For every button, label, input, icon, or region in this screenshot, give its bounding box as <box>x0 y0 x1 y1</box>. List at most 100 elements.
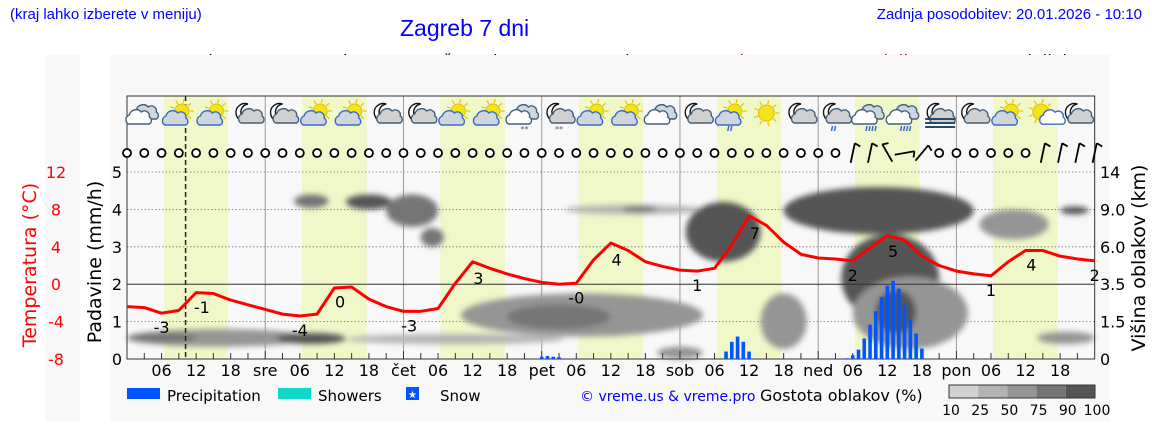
rain-drop-icon <box>902 125 906 132</box>
wind-calm-icon <box>467 148 478 158</box>
precip-bar <box>920 348 924 359</box>
cloud-icon <box>472 110 500 126</box>
cloud-height-tick-label: 0 <box>1100 350 1110 369</box>
sun-ray <box>772 118 777 122</box>
partly-sunny-icon <box>611 99 644 126</box>
cloud-icon <box>299 110 327 126</box>
wind-calm-icon <box>605 148 616 158</box>
x-tick-label: 12 <box>462 361 482 380</box>
moon-cloud-icon <box>235 102 265 124</box>
cloud-icon <box>438 110 466 126</box>
sun-ray <box>1016 115 1021 120</box>
cloud-icon <box>1067 108 1095 124</box>
x-tick-label: 12 <box>601 361 621 380</box>
precip-bar <box>885 285 890 359</box>
cloudy-icon <box>125 104 160 125</box>
cloud-icon <box>410 108 438 124</box>
sun-ray <box>1047 103 1052 107</box>
wind-calm-icon <box>294 148 305 158</box>
density-scale-frame <box>948 384 1096 399</box>
precip-bar <box>897 288 901 359</box>
moon-cloud-snow-icon: ** <box>546 102 576 134</box>
cloud-blob <box>507 304 611 330</box>
sun-ray <box>348 100 352 105</box>
wind-barb-icon <box>1091 142 1103 163</box>
cloud-icon <box>790 108 818 124</box>
density-scale-label: 10 <box>942 403 960 419</box>
rain-drop-icon <box>905 125 909 132</box>
cloud-blob <box>345 194 392 210</box>
wind-calm-icon <box>519 148 530 158</box>
cloud-density-title: Gostota oblakov (%) <box>760 386 923 405</box>
wind-calm-icon <box>398 148 409 158</box>
wind-barb-flag <box>912 151 916 158</box>
sun-icon <box>753 100 780 126</box>
cloud-icon <box>237 108 265 124</box>
sun-ray <box>1012 99 1015 104</box>
wind-calm-icon <box>415 148 426 158</box>
temperature-label: 5 <box>888 242 898 261</box>
wind-calm-icon <box>329 148 340 158</box>
temp-tick-label: -8 <box>48 350 64 369</box>
sun-ray <box>636 102 641 107</box>
cloud-blob <box>276 332 346 345</box>
sun-ray <box>187 102 192 107</box>
wind-calm-icon <box>657 148 668 158</box>
cloud-icon <box>576 110 604 126</box>
precip-bar <box>730 341 734 359</box>
wind-calm-icon <box>502 148 513 158</box>
wind-barb-shaft <box>1057 143 1064 163</box>
cloud-blob <box>622 206 657 213</box>
density-scale-label: 100 <box>1084 403 1111 419</box>
sun-ray <box>1028 114 1033 118</box>
wind-calm-icon <box>692 148 703 158</box>
precip-bar <box>902 304 907 359</box>
wind-barb-icon <box>867 142 879 163</box>
x-tick-label: ned <box>803 361 833 380</box>
sun-ray <box>602 115 607 120</box>
sun-ray <box>170 106 175 109</box>
sun-ray <box>217 99 220 104</box>
moon-cloud-icon <box>1064 102 1095 124</box>
sun-ray <box>498 115 503 120</box>
precip-bar <box>868 324 872 359</box>
rain-drop-icon <box>727 125 730 132</box>
wind-calm-icon <box>968 148 979 158</box>
wind-calm-icon <box>433 148 443 158</box>
cloud-blob <box>345 334 565 345</box>
snow-legend-label: Snow <box>440 387 480 405</box>
x-tick-label: sob <box>666 361 694 380</box>
partly-sunny-icon <box>576 99 609 126</box>
precip-bar <box>914 333 918 359</box>
wind-calm-icon <box>934 148 945 158</box>
density-scale-swatch <box>1036 385 1066 398</box>
sun-small-cloud-icon <box>1028 99 1066 125</box>
wind-barb-flag <box>1061 142 1069 148</box>
precip-bar <box>879 297 884 359</box>
density-scale-label: 50 <box>1000 403 1018 419</box>
wind-barb-flag <box>871 142 879 148</box>
wind-calm-icon <box>1003 148 1014 158</box>
daylight-band <box>163 96 229 359</box>
wind-barb-icon <box>881 142 894 163</box>
sun-ray <box>446 106 452 109</box>
wind-calm-icon <box>346 148 357 158</box>
sun-ray <box>636 115 641 120</box>
cloud-icon <box>1039 109 1066 125</box>
wind-calm-icon <box>243 148 253 158</box>
sun-ray <box>343 106 348 109</box>
cloud-icon <box>714 110 742 126</box>
x-tick-label: pet <box>529 361 555 380</box>
temperature-label: 1 <box>986 281 996 300</box>
x-tick-label: 18 <box>773 361 793 380</box>
precip-tick-label: 3 <box>112 238 122 257</box>
sun-ray <box>209 100 213 105</box>
wind-barb-flag <box>882 142 889 146</box>
x-tick-label: 12 <box>1015 361 1035 380</box>
sun-ray <box>464 102 468 107</box>
sun-ray <box>1016 102 1021 107</box>
precip-bar <box>747 351 751 359</box>
temperature-label: 7 <box>750 224 760 243</box>
last-updated: Zadnja posodobitev: 20.01.2026 - 10:10 <box>876 6 1142 23</box>
cloud-icon <box>687 108 714 124</box>
